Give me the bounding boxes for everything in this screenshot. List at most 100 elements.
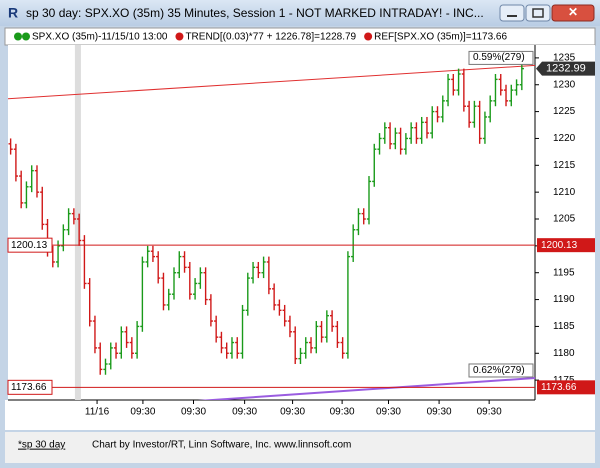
trend-label: 0.59%(279) [473,52,525,63]
ohlc-bar [129,337,134,359]
minimize-button[interactable] [499,4,525,22]
ohlc-bar [140,256,145,332]
ohlc-bar [82,235,87,289]
ohlc-bar [19,170,24,209]
ohlc-bar [477,100,482,144]
ohlc-bar [277,299,282,316]
x-tick-label: 09:30 [427,407,452,418]
level-box-right [537,380,595,395]
x-tick-label: 09:30 [232,407,257,418]
footer [5,432,595,463]
level-label-left: 1173.66 [11,382,47,393]
plot [8,45,535,400]
ohlc-bar [356,208,361,236]
trend-label: 0.62%(279) [473,365,525,376]
ohlc-bar [261,256,266,279]
ohlc-bar [124,326,129,348]
ohlc-bar [488,95,493,123]
ohlc-bar [214,315,219,343]
session-band [74,45,81,400]
ohlc-bar [324,310,329,343]
ohlc-bar [98,342,103,375]
legend-dot [364,32,373,41]
x-tick-label: 09:30 [330,407,355,418]
ohlc-bar [314,321,319,354]
ohlc-bar [103,358,108,375]
x-tick-label: 09:30 [280,407,305,418]
legend-dot [22,32,30,41]
ohlc-bar [445,74,451,107]
credit: Chart by Investor/RT, Linn Software, Inc… [92,440,351,451]
x-tick-label: 09:30 [477,407,502,418]
y-tick-label: 1210 [553,187,576,198]
price-axis [535,45,595,400]
last-price-label: 1232.99 [546,63,586,75]
y-tick-label: 1230 [553,79,576,90]
ohlc-bar [113,342,119,359]
ohlc-bar [430,106,435,139]
ohlc-bar [203,267,208,305]
trend-label-box [468,363,534,378]
x-tick-label: 11/16 [85,407,110,418]
ohlc-bar [177,251,182,279]
ohlc-bar [377,133,382,155]
level-box-left [7,379,53,395]
ohlc-bar [40,186,45,230]
ohlc-bar [92,315,98,354]
legend-entry: SPX.XO (35m)-11/15/10 13:00 [32,32,168,43]
ohlc-bar [398,127,403,155]
ohlc-bar [293,326,298,365]
ohlc-bar [456,68,461,96]
ohlc-bar [13,143,19,182]
ohlc-bar [198,267,203,289]
ohlc-bar [482,111,488,144]
ohlc-bar [472,100,477,128]
legend-dot [175,32,184,41]
legend-entry: TREND[(0.03)*77 + 1226.78]=1228.79 [185,32,356,43]
sheet-tab[interactable]: *sp 30 day [18,440,65,451]
ohlc-bar [166,288,171,311]
level-label-right: 1173.66 [541,382,577,393]
level-box-left [7,237,53,253]
ohlc-bar [419,116,424,144]
ohlc-bar [119,326,124,359]
ohlc-bar [503,84,509,107]
ohlc-bar [219,331,224,354]
x-tick-label: 09:30 [376,407,401,418]
ohlc-bar [34,165,40,198]
y-tick-label: 1175 [553,375,575,386]
ohlc-bar [493,74,498,107]
ohlc-bar [161,272,166,311]
ohlc-bar [256,261,261,279]
app-icon: R [8,5,18,21]
trend-line [8,64,535,100]
y-tick-label: 1225 [553,106,576,117]
legend-entry: REF[SPX.XO (35m)]=1173.66 [374,32,507,43]
level-label-right: 1200.13 [541,240,578,251]
ohlc-bar [298,347,303,365]
trend-label-box [468,50,534,65]
ohlc-bar [61,224,66,252]
x-tick-label: 09:30 [130,407,155,418]
ohlc-bar [519,63,524,91]
maximize-button[interactable] [525,4,551,22]
window-title: sp 30 day: SPX.XO (35m) 35 Minutes, Sess… [26,6,484,20]
ohlc-bar [403,133,408,155]
legend-dot [14,32,22,41]
y-tick-label: 1190 [553,294,575,305]
ohlc-bar [351,224,356,262]
ohlc-bar [461,68,466,112]
ohlc-bar [287,315,293,338]
ohlc-bar [135,321,140,359]
ohlc-bar [192,278,198,300]
close-button[interactable] [551,4,595,22]
ohlc-bar [150,245,156,262]
ohlc-bar [514,79,519,96]
ohlc-bar [108,342,113,370]
ohlc-bar [29,165,34,193]
ohlc-bar [509,84,514,107]
y-tick-label: 1185 [553,321,575,332]
ohlc-bar [187,261,192,300]
ohlc-bar [303,337,308,359]
